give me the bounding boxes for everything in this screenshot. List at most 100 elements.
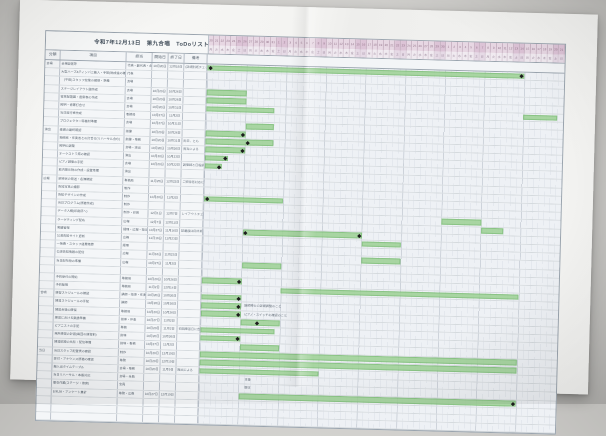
owner-cell: 指揮 [124, 127, 151, 136]
item-cell [51, 412, 118, 422]
end-date-cell [159, 415, 176, 423]
start-date-cell: 10月20日 [148, 193, 166, 202]
end-date-cell: 10月26日 [161, 333, 178, 342]
start-date-cell: 10月27日 [150, 112, 168, 120]
end-date-cell: 10月26日 [166, 145, 183, 153]
note-cell [177, 333, 201, 342]
grid-note: 本番 [244, 377, 251, 382]
gantt-bar [201, 277, 242, 285]
category-cell [40, 248, 56, 257]
start-date-cell: 10月20日 [145, 308, 163, 317]
category-cell [39, 297, 55, 306]
owner-cell: 広報 [121, 234, 148, 243]
owner-cell: 事務局 [124, 111, 152, 120]
note-cell [181, 186, 205, 195]
start-date-cell [152, 71, 169, 79]
owner-cell: 制作・印刷 [122, 209, 149, 218]
start-date-cell [143, 406, 160, 415]
column-header-owner: 担当 [126, 52, 153, 62]
category-cell [40, 256, 56, 265]
end-date-cell: 12月19日 [168, 63, 185, 72]
owner-cell: 会場 [124, 119, 151, 128]
category-cell [38, 305, 55, 314]
owner-cell: 制作 [122, 201, 149, 210]
note-cell [178, 268, 203, 277]
start-date-cell: 10月20日 [150, 136, 167, 145]
note-cell [175, 391, 199, 399]
category-cell [41, 199, 57, 207]
end-date-cell: 10月31日 [166, 120, 183, 129]
start-date-cell: 10月20日 [144, 365, 161, 374]
gantt-bar [200, 310, 241, 318]
end-date-cell [164, 202, 181, 211]
owner-cell: 経理 [121, 242, 148, 251]
gantt-bar [523, 114, 558, 121]
owner-cell [117, 406, 144, 414]
start-date-cell: 10月20日 [152, 62, 169, 71]
column-header-end: 終了日 [168, 53, 185, 63]
gantt-bar [480, 227, 504, 234]
category-cell [38, 322, 54, 330]
category-cell [39, 281, 55, 289]
owner-cell: 演出 [123, 152, 151, 161]
note-cell [181, 170, 205, 179]
start-date-cell: 10月27日 [145, 316, 162, 325]
category-cell [43, 117, 59, 126]
start-date-cell: 10月20日 [150, 144, 167, 153]
category-cell [37, 363, 53, 371]
category-cell [42, 166, 58, 175]
category-cell: 当日 [37, 346, 53, 355]
start-date-cell [151, 79, 169, 87]
owner-cell [117, 397, 144, 406]
end-date-cell: 10月26日 [167, 87, 184, 96]
column-header-start: 開始日 [152, 52, 169, 63]
category-cell [38, 313, 54, 322]
category-cell [41, 207, 57, 216]
category-cell [36, 395, 52, 404]
category-cell: 広報 [42, 174, 58, 183]
note-cell [184, 72, 208, 80]
end-date-cell [160, 374, 177, 383]
gantt-bar [206, 97, 247, 105]
owner-cell: 事務 [119, 324, 146, 333]
start-date-cell: 10月20日 [145, 324, 162, 333]
note-cell [177, 309, 202, 318]
end-date-cell: 10月31日 [166, 137, 183, 145]
start-date-cell [149, 185, 166, 194]
note-cell [180, 194, 205, 203]
category-cell [43, 142, 59, 150]
note-cell: 初回練習日に合わせてスタンバイ [177, 325, 201, 334]
category-cell [36, 379, 53, 387]
category-cell [38, 338, 54, 347]
category-cell [44, 92, 60, 101]
owner-cell: 会場 [125, 95, 152, 103]
category-cell [36, 403, 52, 412]
start-date-cell: 11月16日 [147, 234, 164, 243]
category-cell [37, 354, 53, 363]
gantt-bar [200, 326, 275, 335]
end-date-cell: 11月2日 [161, 325, 178, 333]
start-date-cell [143, 382, 161, 390]
end-date-cell: 11月16日 [163, 227, 181, 235]
end-date-cell: 10月22日 [165, 161, 182, 170]
end-date-cell [165, 169, 182, 178]
owner-cell: 事務局 [120, 283, 147, 292]
grid-note: 撤収 [244, 385, 251, 390]
gantt-bar [245, 123, 274, 130]
owner-cell: 広報 [122, 217, 149, 226]
end-date-cell: 12月19日 [160, 358, 177, 366]
start-date-cell: 10月20日 [146, 292, 163, 300]
start-date-cell: 11月16日 [147, 251, 164, 259]
start-date-cell: 12月7日 [148, 218, 165, 227]
owner-cell: 会場 [125, 103, 152, 112]
grid-note: 講師陣との詳細調整のこと [244, 303, 282, 309]
owner-cell: 広報 [121, 250, 148, 259]
note-cell [182, 129, 206, 138]
owner-cell: 制作 [118, 348, 145, 357]
start-date-cell: 10月20日 [146, 300, 163, 308]
milestone-diamond [236, 304, 240, 309]
end-date-cell: 12月19日 [159, 390, 176, 399]
category-cell [41, 215, 57, 224]
owner-cell: 講師 [120, 299, 147, 308]
end-date-cell: 12月11日 [164, 218, 181, 227]
